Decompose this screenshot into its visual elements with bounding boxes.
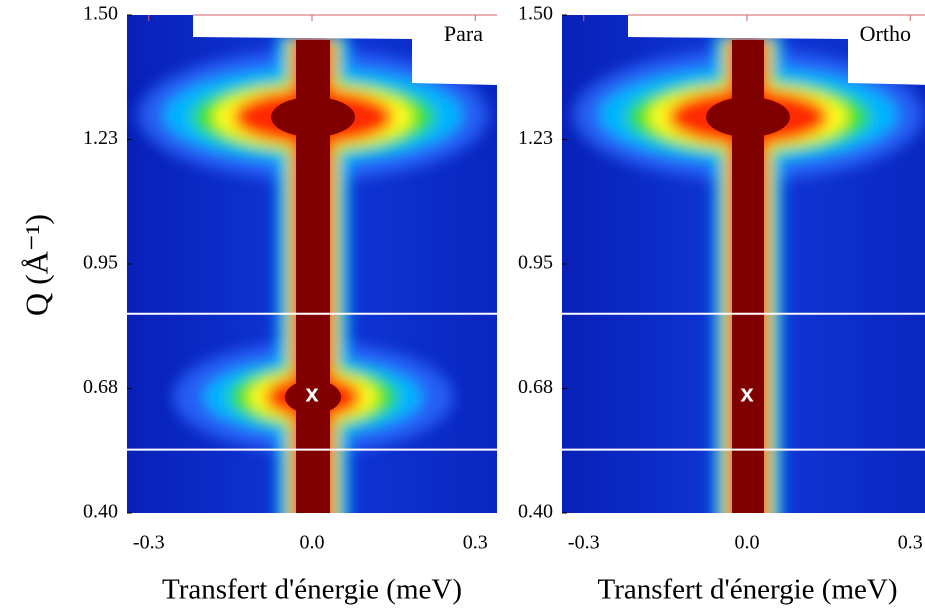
x-tick-label: -0.3 [133,532,165,554]
y-tick-label: 0.40 [83,501,118,523]
panel-label: Para [444,21,483,46]
marker-label: x [740,381,754,408]
y-tick-label: 0.68 [518,376,553,398]
x-tick-label: 0.0 [300,532,325,554]
y-tick-label: 0.40 [518,501,553,523]
y-tick-label: 1.23 [83,127,118,149]
y-tick-label: 0.68 [83,376,118,398]
heatmap-para [127,15,497,513]
y-axis-label: Q (Å⁻¹) [18,214,54,316]
x-tick-label: 0.0 [735,532,760,554]
y-tick-label: 1.50 [518,3,553,25]
x-axis-label: Transfert d'énergie (meV) [162,574,462,606]
y-tick-label: 1.23 [518,127,553,149]
y-tick-label: 0.95 [83,252,118,274]
y-tick-label: 0.95 [518,252,553,274]
x-axis-label: Transfert d'énergie (meV) [598,574,898,606]
y-tick-label: 1.50 [83,3,118,25]
x-tick-label: -0.3 [568,532,600,554]
marker-label: x [305,381,319,408]
heatmap-ortho [562,15,925,513]
x-tick-label: 0.3 [463,532,488,554]
panel-label: Ortho [860,21,911,46]
x-tick-label: 0.3 [898,532,923,554]
